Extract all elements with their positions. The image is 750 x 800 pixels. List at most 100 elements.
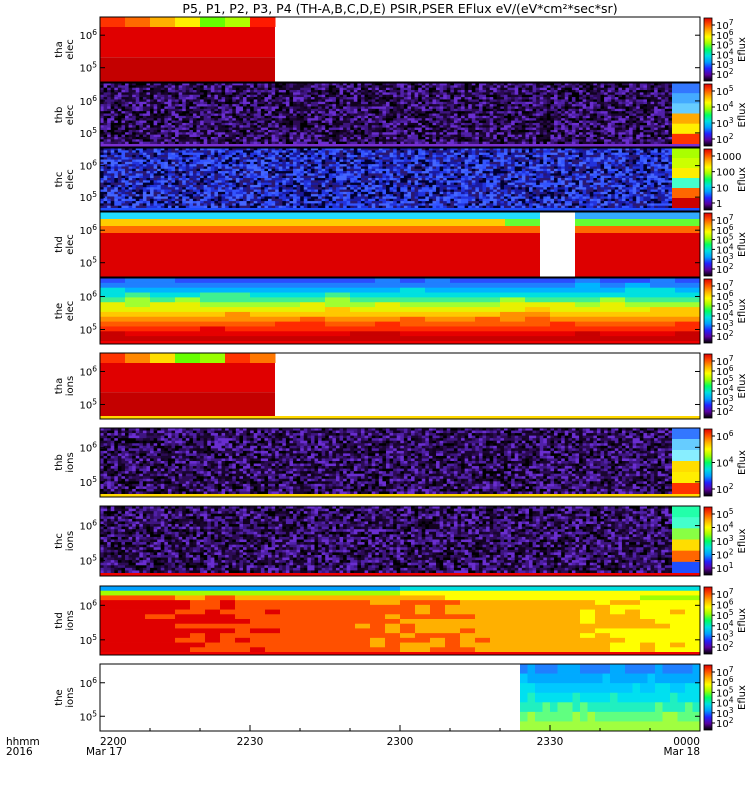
flux-cell [529,136,533,140]
flux-cell [128,139,133,143]
flux-cell [664,104,669,107]
flux-cell [414,111,419,114]
flux-cell [196,92,201,96]
flux-cell [357,122,362,126]
flux-cell [654,118,659,121]
flux-cell [150,180,155,184]
flux-cell [586,87,591,91]
flux-cell [554,113,558,117]
flux-cell [557,120,562,124]
flux-cell [582,97,587,100]
colorbar-tick-label: 104 [716,100,734,114]
flux-cell [475,113,480,117]
flux-cell [493,115,498,119]
flux-cell [189,101,194,105]
flux-cell [400,113,405,117]
flux-cell [360,141,365,145]
flux-cell [432,125,437,128]
flux-cell [489,83,494,86]
flux-cell [175,83,180,86]
flux-cell [203,134,208,138]
flux-cell [471,129,476,133]
flux-cell [139,201,144,204]
flux-cell [453,136,458,140]
flux-cell [260,136,265,140]
flux-cell [643,104,648,107]
flux-cell [364,85,369,89]
flux-cell [203,182,208,186]
flux-cell [268,101,272,105]
flux-cell [171,99,176,103]
flux-cell [443,90,448,93]
flux-cell [182,152,187,156]
flux-cell [146,99,151,103]
flux-cell [303,83,308,86]
flux-cell [210,118,215,121]
flux-cell [235,132,240,136]
flux-cell [189,141,194,145]
flux-cell [439,136,444,140]
flux-cell [103,87,108,91]
flux-cell [271,111,276,114]
flux-cell [507,106,512,110]
flux-cell [496,118,501,121]
flux-cell [446,106,451,110]
flux-cell [529,85,533,89]
flux-cell [346,83,351,86]
flux-cell [228,129,233,133]
flux-cell [114,99,119,103]
flux-cell [471,127,476,131]
flux-cell [250,83,255,86]
flux-cell [521,104,526,107]
flux-cell [192,180,197,184]
flux-cell [586,106,591,110]
flux-cell [282,87,287,91]
flux-cell [321,141,326,145]
flux-cell [117,194,122,197]
flux-cell [532,132,537,136]
flux-cell [192,99,197,103]
flux-cell [182,157,187,160]
flux-cell [332,83,337,86]
flux-cell [175,113,180,117]
flux-cell [100,97,104,100]
flux-cell [632,90,637,93]
flux-cell [303,85,308,89]
flux-cell [579,97,584,100]
flux-cell [142,101,147,105]
flux-cell [375,94,380,98]
flux-cell [157,196,162,200]
flux-cell [636,83,641,86]
flux-cell [589,106,594,110]
flux-cell [400,127,405,131]
flux-cell [350,104,355,107]
flux-cell [614,85,619,89]
flux-cell [607,139,612,143]
flux-cell [160,99,165,103]
flux-cell [411,118,415,121]
flux-cell [289,141,294,145]
flux-cell [328,125,333,128]
flux-cell [328,132,333,136]
flux-cell [536,129,541,133]
flux-cell [146,168,151,172]
flux-cell [110,134,115,138]
flux-cell [368,118,373,121]
flux-cell [511,97,516,100]
flux-cell [114,85,119,89]
flux-cell [110,166,115,170]
flux-cell [629,106,634,110]
flux-cell [632,120,637,124]
flux-cell [346,92,351,96]
flux-cell [364,134,369,138]
flux-cell [411,90,415,93]
flux-cell [654,87,659,91]
flux-cell [117,122,122,126]
flux-cell [314,87,319,91]
flux-cell [182,113,187,117]
flux-cell [142,175,147,179]
flux-cell [200,134,205,138]
flux-cell [561,106,566,110]
flux-cell [607,115,612,119]
